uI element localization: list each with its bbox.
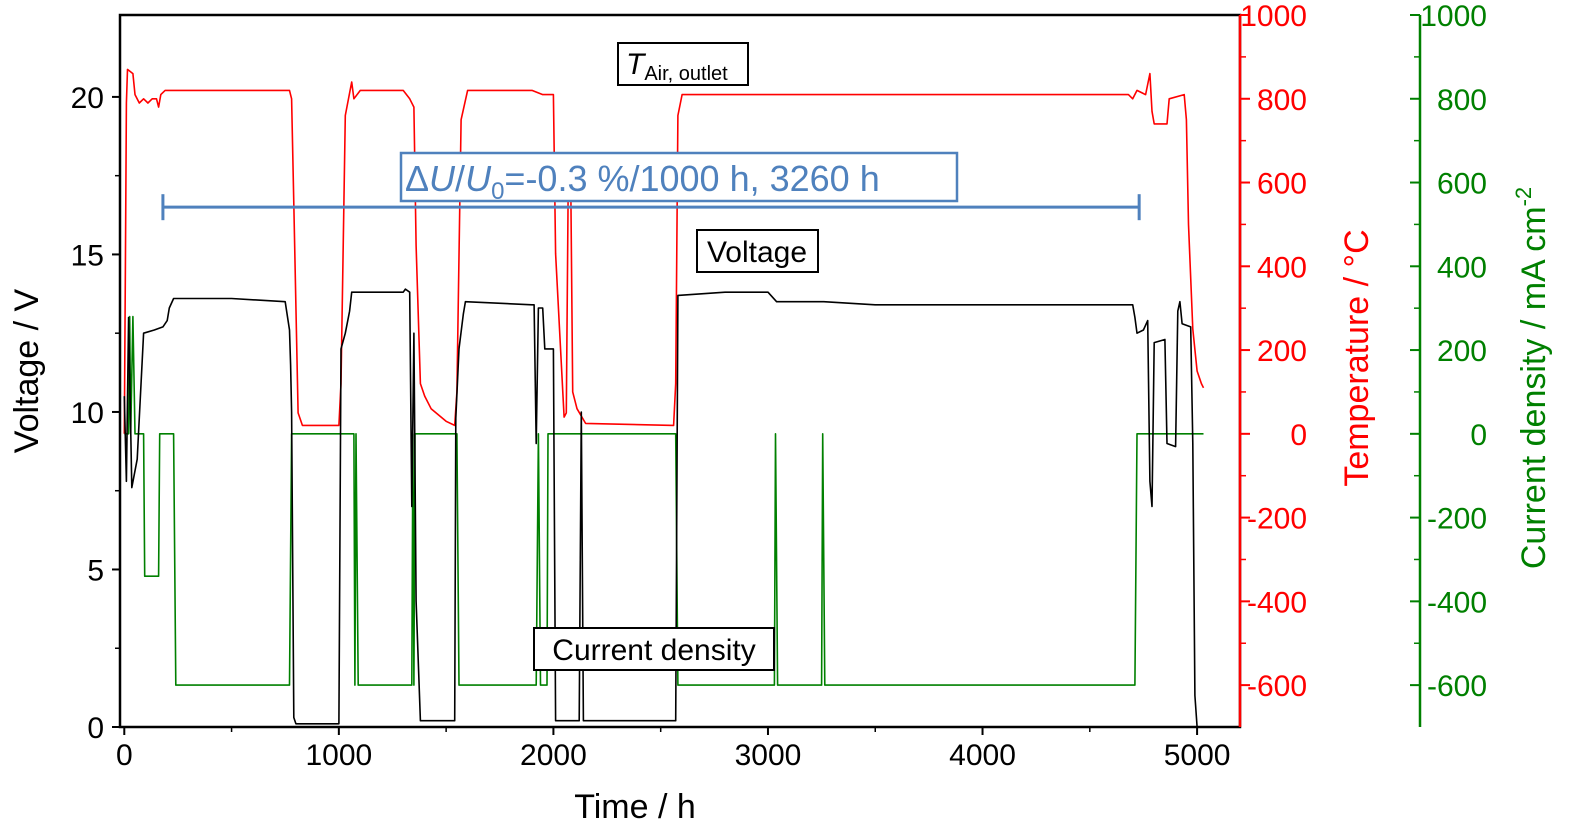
- current-density-axis-title-sup: -2: [1511, 187, 1536, 207]
- current-density-tick-label: 0: [1470, 419, 1487, 452]
- x-tick-label: 4000: [949, 739, 1016, 772]
- temperature-axis-title: Temperature / °C: [1338, 229, 1376, 486]
- temperature-tick-label: -200: [1247, 503, 1307, 536]
- current-density-axis-title-main: Current density / mA cm: [1515, 206, 1553, 569]
- current-density-tick-label: 400: [1437, 251, 1487, 284]
- t-air-outlet-series-line: [123, 68, 1205, 434]
- degradation-annotation-text: ΔU/U0=-0.3 %/1000 h, 3260 h: [405, 158, 880, 205]
- current-density-axis-title: Current density / mA cm-2: [1511, 187, 1553, 569]
- degradation-u0: U: [465, 158, 492, 199]
- degradation-value: =-0.3 %/1000 h, 3260 h: [504, 158, 879, 199]
- voltage-annotation-text: Voltage: [707, 236, 807, 269]
- current-density-tick-label: -600: [1427, 670, 1487, 703]
- voltage-tick-label: 5: [87, 554, 104, 587]
- current-density-annotation-box: [533, 627, 775, 671]
- current-density-annotation: Current density: [533, 627, 775, 671]
- current-density-tick-label: 600: [1437, 168, 1487, 201]
- degradation-delta: Δ: [405, 158, 429, 199]
- x-axis-title: Time / h: [574, 788, 696, 826]
- x-tick-label: 3000: [735, 739, 802, 772]
- x-tick-label: 2000: [520, 739, 587, 772]
- current-density-tick-label: 800: [1437, 84, 1487, 117]
- temperature-tick-label: -400: [1247, 586, 1307, 619]
- temperature-annotation-sub: Air, outlet: [644, 63, 728, 85]
- current-density-annotation-text: Current density: [552, 634, 755, 667]
- voltage-annotation: Voltage: [696, 229, 819, 273]
- current-density-tick-label: -400: [1427, 586, 1487, 619]
- degradation-u0-sub: 0: [491, 178, 504, 205]
- temperature-tick-label: 800: [1257, 84, 1307, 117]
- current-density-tick-label: 1000: [1420, 0, 1487, 33]
- current-density-tick-label: -200: [1427, 503, 1487, 536]
- temperature-tick-label: 0: [1290, 419, 1307, 452]
- plot-frame: [118, 13, 1242, 729]
- temperature-tick-label: 200: [1257, 335, 1307, 368]
- temperature-tick-label: 600: [1257, 168, 1307, 201]
- current-density-tick-label: 200: [1437, 335, 1487, 368]
- temperature-tick-label: 400: [1257, 251, 1307, 284]
- degradation-range-bar: [161, 194, 1141, 221]
- degradation-annotation: ΔU/U0=-0.3 %/1000 h, 3260 h: [399, 151, 959, 205]
- voltage-series-line: [123, 288, 1198, 728]
- voltage-tick-label: 10: [71, 397, 104, 430]
- voltage-tick-label: 0: [87, 712, 104, 745]
- temperature-tick-label: 1000: [1240, 0, 1307, 33]
- x-tick-label: 1000: [305, 739, 372, 772]
- voltage-tick-label: 15: [71, 239, 104, 272]
- voltage-tick-label: 20: [71, 82, 104, 115]
- degradation-slash: /: [455, 158, 465, 199]
- voltage-annotation-box: [696, 229, 819, 273]
- temperature-tick-label: -600: [1247, 670, 1307, 703]
- temperature-annotation-main: T: [626, 48, 647, 81]
- degradation-u: U: [429, 158, 456, 199]
- temperature-annotation: TAir, outlet: [617, 42, 749, 86]
- degradation-annotation-box: [399, 151, 959, 203]
- voltage-axis-title: Voltage / V: [8, 288, 46, 453]
- temperature-annotation-text: TAir, outlet: [626, 48, 728, 85]
- x-tick-label: 5000: [1164, 739, 1231, 772]
- temperature-annotation-box: [617, 42, 749, 86]
- x-tick-label: 0: [116, 739, 133, 772]
